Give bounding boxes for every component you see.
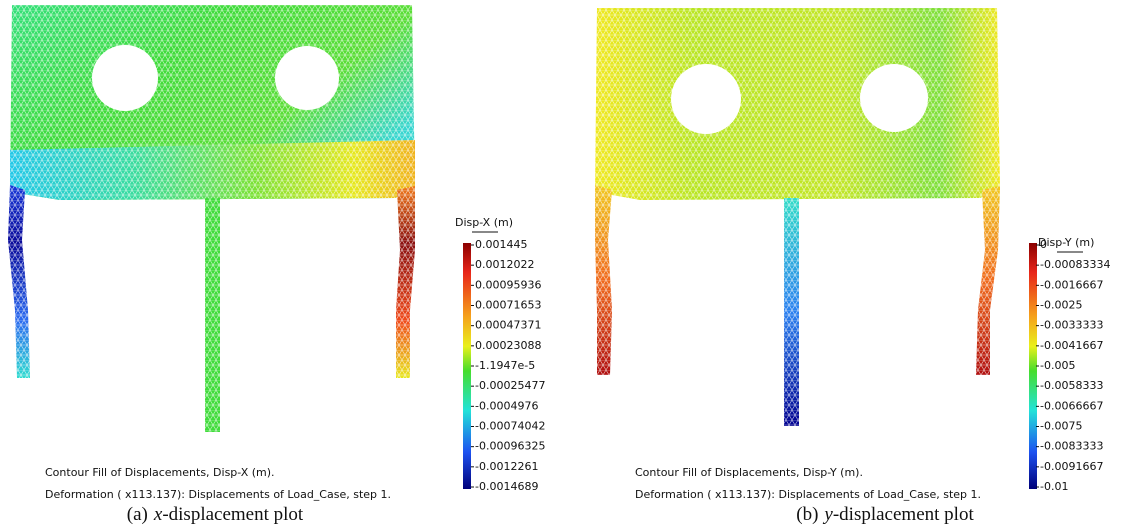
legend-label: -0.0066667 [1040,399,1103,412]
legend-label: -0.0012261 [475,460,538,473]
subcaption: (b) y-displacement plot [796,504,974,525]
legend-label: -0.0091667 [1040,460,1103,473]
legend-label: -0.0004976 [475,399,538,412]
legend-label: -0.0041667 [1040,339,1103,352]
legend-label: -0.0014689 [475,480,538,493]
subcaption-text: -displacement plot [162,504,304,525]
caption-line: Deformation ( x113.137): Displacements o… [635,488,981,501]
legend-label: -0.01 [1040,480,1068,493]
caption-line: Contour Fill of Displacements, Disp-X (m… [45,466,275,479]
legend-label: 0.001445 [475,238,528,251]
legend-label: -0.00074042 [475,420,545,433]
legend-label: -0.0025 [1040,299,1082,312]
legend-label: -0.0033333 [1040,319,1103,332]
legend-title: Disp-Y (m) [1038,236,1094,249]
subcaption: (a) x-displacement plot [127,504,304,525]
legend-label: -0.00025477 [475,379,545,392]
legend-label: -1.1947e-5 [475,359,535,372]
legend-label: -0.0075 [1040,420,1082,433]
legend-label: 0.0012022 [475,258,535,271]
legend-label: -0.00083334 [1040,258,1110,271]
legend-label: 0.00071653 [475,299,541,312]
subcaption-text: -displacement plot [833,504,975,525]
legend-label: -0.005 [1040,359,1075,372]
legend-title: Disp-X (m) [455,216,513,229]
subcaption-variable: x [153,504,163,525]
legend-label: 0 [1040,238,1047,251]
mesh-y [595,8,1000,426]
subcaption-variable: y [822,504,833,525]
caption-line: Contour Fill of Displacements, Disp-Y (m… [635,466,863,479]
subcaption-label: (a) [127,504,148,525]
colorbar [463,243,471,489]
legend-label: -0.0083333 [1040,440,1103,453]
caption-line: Deformation ( x113.137): Displacements o… [45,488,391,501]
legend-label: 0.00095936 [475,278,541,291]
subcaption-label: (b) [796,504,818,525]
mesh-x [8,5,415,432]
legend-label: -0.00096325 [475,440,545,453]
legend-label: -0.0058333 [1040,379,1103,392]
legend-label: 0.00047371 [475,319,541,332]
legend-label: -0.0016667 [1040,278,1103,291]
colorbar [1029,243,1037,489]
legend-label: 0.00023088 [475,339,541,352]
